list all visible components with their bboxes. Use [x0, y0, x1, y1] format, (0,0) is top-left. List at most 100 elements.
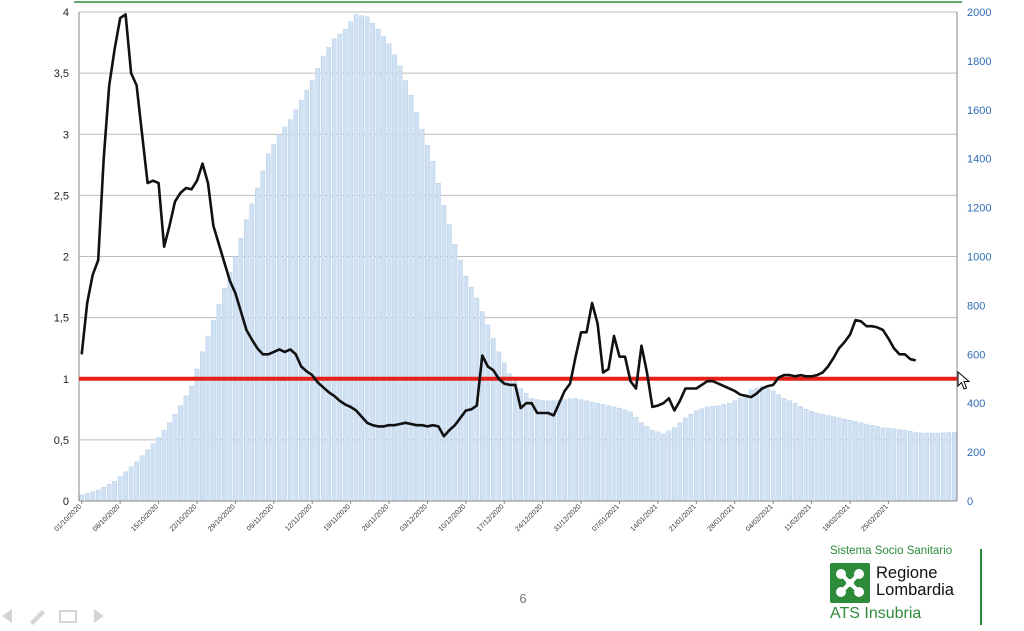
bar [864, 423, 869, 502]
bar [123, 471, 128, 502]
bar [276, 134, 282, 502]
bar [244, 219, 249, 502]
bar [282, 126, 288, 502]
bar [759, 385, 765, 502]
bar [600, 404, 606, 502]
bar [908, 431, 913, 502]
bar [161, 429, 167, 502]
plot-frame [74, 1, 962, 502]
bar [858, 422, 864, 502]
bar [249, 203, 255, 502]
bar [875, 426, 880, 502]
x-tick-label: 26/11/2020 [361, 503, 390, 532]
bar [595, 403, 600, 502]
bar [639, 422, 644, 502]
bar [655, 431, 661, 502]
bar [172, 414, 178, 502]
bar [260, 170, 266, 502]
bar [699, 408, 705, 502]
pen-icon[interactable] [30, 610, 45, 625]
bar [194, 368, 200, 502]
bar [452, 244, 458, 502]
bar [408, 94, 414, 502]
bar [792, 403, 798, 502]
bar [392, 54, 397, 502]
bar [710, 406, 716, 502]
bar [853, 421, 858, 502]
arrow-left-icon[interactable] [2, 609, 12, 623]
y-right-tick-label: 1400 [967, 154, 991, 166]
bar [694, 410, 699, 502]
y-right-tick-label: 1000 [967, 252, 991, 264]
slides-icon[interactable] [59, 610, 77, 623]
bar [353, 14, 359, 502]
arrow-right-icon[interactable] [94, 609, 104, 623]
bar [831, 416, 836, 502]
bar [309, 80, 315, 502]
bar [672, 427, 677, 502]
x-tick-label: 14/01/2021 [630, 503, 660, 533]
bar [386, 43, 392, 502]
y-right-tick-label: 400 [967, 398, 985, 410]
bar [375, 28, 381, 502]
bar [101, 486, 106, 502]
bar [545, 400, 551, 502]
bar [902, 429, 908, 502]
bar [951, 432, 957, 502]
bar [485, 324, 491, 502]
bar [156, 437, 161, 502]
bar [211, 319, 216, 502]
logo-top-text: Sistema Socio Sanitario [830, 545, 953, 557]
right-axis-ticks: 0 200 400 600 800 1000 1200 1400 1600 1800 2000 [967, 7, 991, 508]
bar [117, 476, 123, 502]
bar [359, 15, 364, 502]
bar [589, 401, 595, 502]
bar [167, 422, 172, 502]
bar-series [79, 14, 957, 502]
x-tick-label: 17/12/2020 [476, 503, 506, 533]
bar [748, 389, 754, 502]
bar [304, 90, 310, 502]
y-right-tick-label: 1200 [967, 203, 991, 215]
bar [869, 425, 875, 502]
bar [721, 404, 727, 502]
bar [425, 145, 430, 502]
bar [666, 430, 672, 502]
x-tick-label: 22/10/2020 [169, 503, 199, 533]
bar [886, 428, 891, 502]
logo-name-line1: Regione [876, 564, 938, 582]
bar [523, 393, 529, 502]
bar [512, 381, 518, 502]
bar [337, 33, 342, 502]
y-right-tick-label: 200 [967, 447, 985, 459]
x-tick-label: 05/11/2020 [246, 503, 275, 532]
x-tick-label: 28/01/2021 [706, 503, 736, 533]
bar [441, 205, 447, 502]
bar [726, 403, 732, 502]
bar [940, 432, 946, 502]
bar [227, 272, 233, 502]
bar [556, 399, 562, 502]
bar [754, 387, 759, 502]
bar [266, 153, 271, 502]
bar [716, 405, 721, 502]
bar [606, 405, 611, 502]
bar [145, 449, 150, 502]
bar [880, 427, 886, 502]
bar [134, 461, 139, 502]
bar [139, 455, 145, 502]
x-tick-label: 08/10/2020 [92, 503, 122, 533]
y-left-tick-label: 2 [63, 252, 69, 264]
page-number: 6 [519, 591, 527, 606]
bar [540, 400, 545, 502]
bar [743, 393, 749, 502]
bar [348, 21, 353, 502]
bar [463, 275, 469, 502]
x-tick-label: 18/02/2021 [822, 503, 852, 533]
logo-name-line2: Lombardia [876, 581, 954, 599]
bar [507, 373, 513, 502]
y-left-tick-label: 0 [63, 496, 69, 508]
bar [809, 410, 814, 502]
bar [573, 398, 578, 502]
bar [825, 415, 831, 502]
